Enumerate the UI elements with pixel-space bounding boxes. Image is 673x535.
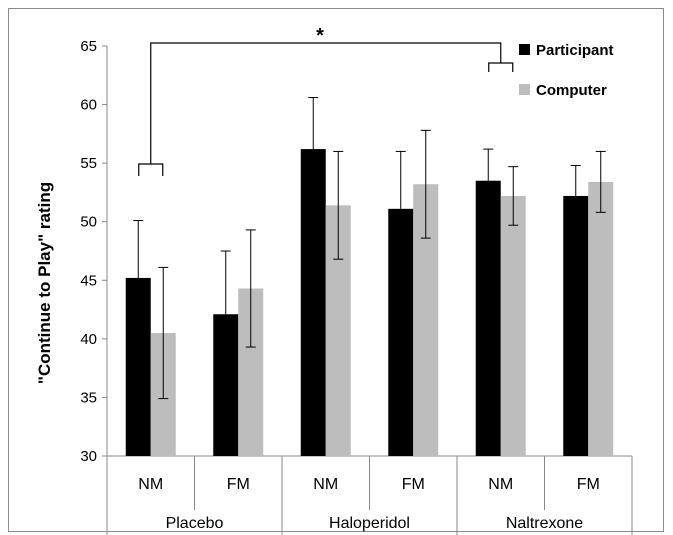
significance-star: * (316, 25, 324, 47)
x-axis-labels: NM FM NM FM NM FM Placebo Haloperidol Naltrexone (106, 456, 633, 535)
bar-participant-1 (213, 314, 239, 456)
significance-bracket (138, 42, 514, 176)
x-tick-label: NM (488, 476, 513, 493)
y-tick-label: 35 (80, 389, 97, 406)
legend: Participant Computer (519, 42, 614, 99)
y-tick-label: 50 (80, 214, 97, 231)
x-group-label: Naltrexone (506, 515, 583, 532)
bracket-line (150, 42, 502, 164)
bar-participant-3 (388, 208, 414, 456)
x-tick-label: FM (227, 476, 250, 493)
x-group-label: Haloperidol (329, 515, 410, 532)
legend-swatch-participant (519, 44, 530, 55)
x-tick-label: NM (313, 476, 338, 493)
bar-participant-2 (300, 149, 326, 457)
bracket-cap-right (488, 62, 514, 72)
y-tick-label: 30 (80, 448, 97, 465)
y-tick-label: 60 (80, 97, 97, 114)
bar-participant-5 (563, 195, 589, 456)
bar-computer-5 (588, 181, 614, 456)
bracket-cap-left (138, 163, 164, 176)
y-axis-title: "Continue to Play" rating (35, 182, 54, 384)
x-tick-label: NM (138, 476, 163, 493)
legend-label-participant: Participant (536, 42, 614, 59)
y-tick-label: 55 (80, 155, 97, 172)
bar-participant-4 (475, 180, 501, 456)
bar-participant-0 (125, 277, 151, 456)
legend-label-computer: Computer (536, 82, 607, 99)
x-tick-label: FM (577, 476, 600, 493)
y-tick-label: 45 (80, 272, 97, 289)
bars (125, 97, 614, 457)
bar-computer-4 (500, 195, 526, 456)
y-tick-label: 40 (80, 331, 97, 348)
y-tick-label: 65 (80, 38, 97, 55)
x-tick-label: FM (402, 476, 425, 493)
legend-swatch-computer (519, 84, 530, 95)
x-group-label: Placebo (166, 515, 224, 532)
